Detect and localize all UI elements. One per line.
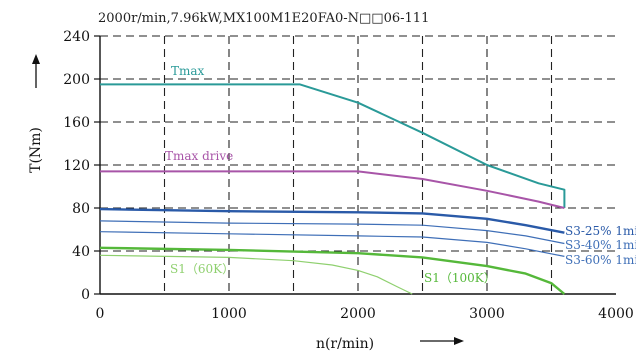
series-label: S1（60K） (170, 262, 234, 276)
series-label: S1（100K） (424, 271, 496, 285)
series-line (100, 170, 565, 209)
x-axis-label: n(r/min) (316, 336, 374, 352)
y-tick-label: 240 (63, 29, 90, 45)
x-tick-label: 3000 (469, 306, 505, 322)
axes (94, 35, 616, 295)
series-label: S3-40% 1min (565, 238, 636, 252)
series-group (99, 83, 566, 295)
x-tick-label: 2000 (340, 306, 376, 322)
x-axis-arrow (420, 337, 464, 345)
series-line (99, 220, 565, 245)
series-label: Tmax (171, 64, 205, 78)
tick-labels: 0 40 80 120 160 200 240 0 1000 2000 3000 4000 (63, 29, 634, 322)
y-tick-label: 160 (63, 115, 90, 131)
y-axis-arrow (32, 54, 40, 88)
series-label: Tmax drive (165, 149, 233, 163)
y-tick-label: 80 (72, 201, 90, 217)
series-line (100, 83, 566, 208)
series-label: S3-60% 1min (565, 253, 636, 267)
x-tick-label: 1000 (211, 306, 247, 322)
series-line (99, 254, 413, 295)
chart-title: 2000r/min,7.96kW,MX100M1E20FA0-N□□06-111 (98, 11, 429, 26)
series-line (99, 246, 566, 295)
x-tick-label: 4000 (598, 306, 634, 322)
y-tick-label: 0 (81, 287, 90, 303)
series-line (99, 207, 565, 234)
x-tick-label: 0 (96, 306, 105, 322)
series-label: S3-25% 1min (565, 224, 636, 238)
y-tick-label: 120 (63, 158, 90, 174)
y-tick-label: 200 (63, 72, 90, 88)
y-tick-label: 40 (72, 244, 90, 260)
series-line (99, 231, 565, 257)
series-labels: Tmax Tmax drive S3-25% 1minS3-40% 1minS3-6… (165, 64, 636, 285)
y-axis-label: T(Nm) (28, 127, 44, 173)
